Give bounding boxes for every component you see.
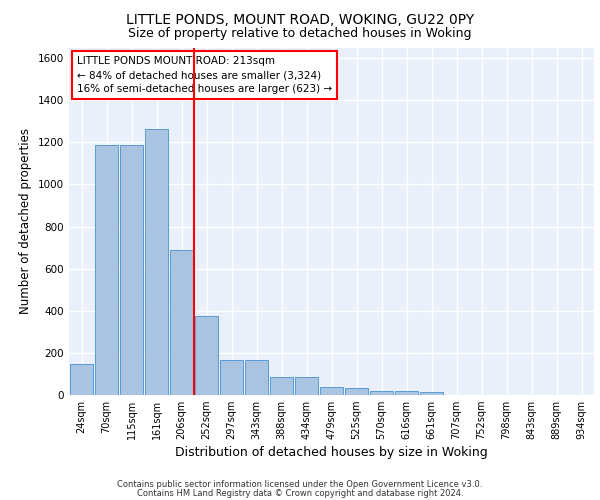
X-axis label: Distribution of detached houses by size in Woking: Distribution of detached houses by size …: [175, 446, 488, 460]
Bar: [270, 377, 293, 395]
Bar: [120, 146, 143, 395]
Y-axis label: Number of detached properties: Number of detached properties: [19, 128, 32, 314]
Text: Contains public sector information licensed under the Open Government Licence v3: Contains public sector information licen…: [118, 480, 482, 489]
Bar: [370, 391, 393, 395]
Bar: [145, 128, 168, 395]
Bar: [220, 360, 243, 395]
Text: Contains HM Land Registry data © Crown copyright and database right 2024.: Contains HM Land Registry data © Crown c…: [137, 488, 463, 498]
Bar: [420, 392, 443, 395]
Bar: [395, 391, 418, 395]
Bar: [345, 388, 368, 395]
Text: LITTLE PONDS MOUNT ROAD: 213sqm
← 84% of detached houses are smaller (3,324)
16%: LITTLE PONDS MOUNT ROAD: 213sqm ← 84% of…: [77, 56, 332, 94]
Text: LITTLE PONDS, MOUNT ROAD, WOKING, GU22 0PY: LITTLE PONDS, MOUNT ROAD, WOKING, GU22 0…: [126, 12, 474, 26]
Bar: [195, 316, 218, 395]
Bar: [95, 146, 118, 395]
Bar: [170, 250, 193, 395]
Bar: [245, 360, 268, 395]
Bar: [320, 386, 343, 395]
Text: Size of property relative to detached houses in Woking: Size of property relative to detached ho…: [128, 28, 472, 40]
Bar: [295, 377, 318, 395]
Bar: [70, 364, 93, 395]
